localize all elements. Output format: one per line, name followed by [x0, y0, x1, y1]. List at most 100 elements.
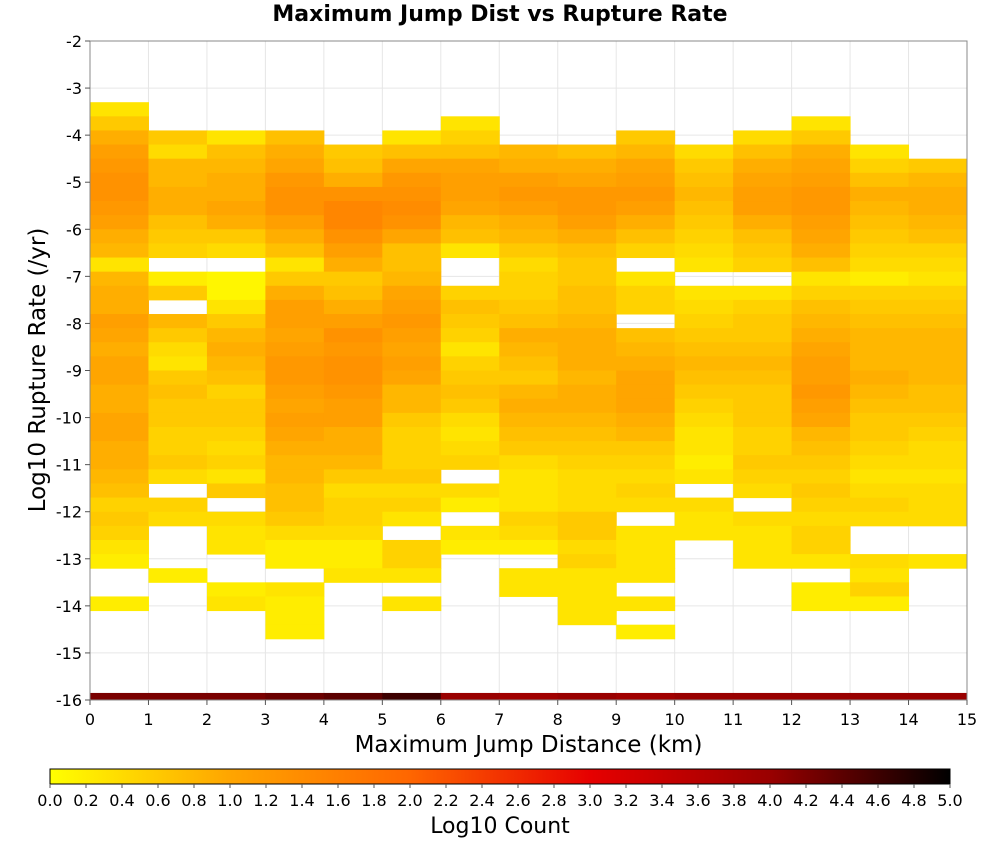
heatmap-cell	[850, 342, 910, 357]
heatmap-cell	[616, 271, 676, 287]
heatmap-cell	[674, 186, 734, 202]
heatmap-cell	[382, 314, 442, 329]
heatmap-cell	[148, 186, 208, 202]
heatmap-cell	[90, 455, 149, 470]
x-tick-label: 0	[85, 710, 95, 729]
heatmap-cell	[850, 257, 910, 273]
heatmap-cell	[323, 299, 383, 315]
heatmap-cell	[557, 525, 617, 541]
y-tick-label: -15	[56, 644, 82, 663]
heatmap-cell	[90, 483, 149, 499]
heatmap-cell	[850, 186, 910, 202]
x-tick-label: 7	[494, 710, 504, 729]
heatmap-cell	[90, 356, 149, 371]
heatmap-cell	[265, 342, 325, 357]
y-axis-label: Log10 Rupture Rate (/yr)	[25, 227, 51, 513]
heatmap-cell	[616, 243, 676, 259]
heatmap-cell	[791, 130, 851, 146]
heatmap-cell	[616, 525, 676, 541]
heatmap-cell	[90, 186, 149, 202]
colorbar	[49, 768, 951, 785]
y-axis-ticks: -2 -3 -4 -5 -6 -7 -8 -9 -10 -11 -12 -13 -14 -15 -16	[56, 32, 90, 710]
heatmap-cell	[616, 342, 676, 357]
heatmap-cell	[90, 525, 149, 541]
heatmap-cell	[557, 497, 617, 513]
heatmap-cell	[148, 271, 208, 287]
heatmap-cell	[616, 412, 676, 428]
heatmap-cell	[733, 243, 793, 259]
heatmap-cell	[908, 215, 968, 230]
heatmap-cell	[733, 384, 793, 400]
heatmap-cell	[265, 441, 325, 456]
heatmap-cell	[674, 525, 734, 541]
heatmap-cell	[557, 596, 617, 612]
heatmap-cell	[616, 568, 676, 583]
heatmap-cell	[323, 568, 383, 583]
heatmap-cell	[557, 314, 617, 329]
heatmap-cell	[90, 539, 149, 555]
heatmap-cell	[148, 342, 208, 357]
heatmap-cell-bottom	[440, 692, 500, 700]
heatmap-cell-bottom	[323, 692, 383, 700]
colorbar-tick-label: 3.0	[577, 791, 602, 810]
heatmap-cell	[674, 412, 734, 428]
heatmap-cell	[557, 356, 617, 371]
heatmap-cell	[791, 314, 851, 329]
heatmap-cell	[499, 370, 559, 386]
y-tick-label: -13	[56, 550, 82, 569]
heatmap-cell	[382, 172, 442, 188]
heatmap-cell	[791, 116, 851, 131]
heatmap-cell	[499, 412, 559, 428]
heatmap-cell	[323, 483, 383, 499]
heatmap-cell	[557, 342, 617, 357]
heatmap-cell	[791, 328, 851, 343]
heatmap-cell	[90, 102, 149, 117]
heatmap-cell	[908, 554, 968, 569]
heatmap-cell	[908, 172, 968, 188]
heatmap-cell-bottom	[674, 692, 734, 700]
heatmap-cell	[908, 483, 968, 499]
heatmap-cell	[206, 186, 266, 202]
heatmap-cell	[557, 299, 617, 315]
heatmap-cell	[90, 314, 149, 329]
heatmap-cell	[674, 158, 734, 174]
heatmap-cell	[382, 201, 442, 216]
heatmap-cell	[499, 215, 559, 230]
heatmap-cell	[908, 342, 968, 357]
heatmap-cell	[733, 469, 793, 484]
heatmap-cell	[908, 186, 968, 202]
heatmap-cell	[265, 596, 325, 612]
heatmap-cell	[148, 356, 208, 371]
heatmap-cell	[265, 229, 325, 244]
heatmap-cell	[323, 370, 383, 386]
heatmap-cell	[206, 455, 266, 470]
heatmap-cell	[323, 271, 383, 287]
heatmap-cell	[206, 314, 266, 329]
heatmap-cell	[382, 441, 442, 456]
heatmap-cell	[791, 342, 851, 357]
colorbar-tick-label: 3.2	[613, 791, 638, 810]
heatmap-cell	[616, 229, 676, 244]
heatmap-cell	[323, 328, 383, 343]
colorbar-tick-label: 4.8	[901, 791, 926, 810]
heatmap-cell	[499, 144, 559, 160]
heatmap-cell	[499, 158, 559, 174]
heatmap-cell-bottom	[265, 692, 325, 700]
heatmap-cell	[850, 356, 910, 371]
heatmap-cell	[323, 469, 383, 484]
heatmap-cell	[791, 511, 851, 527]
heatmap-cell	[791, 426, 851, 442]
heatmap-cell	[908, 243, 968, 259]
heatmap-cell	[382, 130, 442, 146]
colorbar-tick-label: 4.2	[793, 791, 818, 810]
heatmap-cell	[382, 285, 442, 301]
heatmap-cell	[90, 172, 149, 188]
heatmap-cell	[499, 469, 559, 484]
heatmap-cell-bottom	[791, 692, 851, 700]
heatmap-cell	[440, 483, 500, 499]
heatmap-cell	[382, 384, 442, 400]
heatmap-cell	[908, 158, 968, 174]
y-tick-label: -3	[66, 79, 82, 98]
heatmap-cell	[440, 201, 500, 216]
heatmap-cell	[616, 398, 676, 414]
